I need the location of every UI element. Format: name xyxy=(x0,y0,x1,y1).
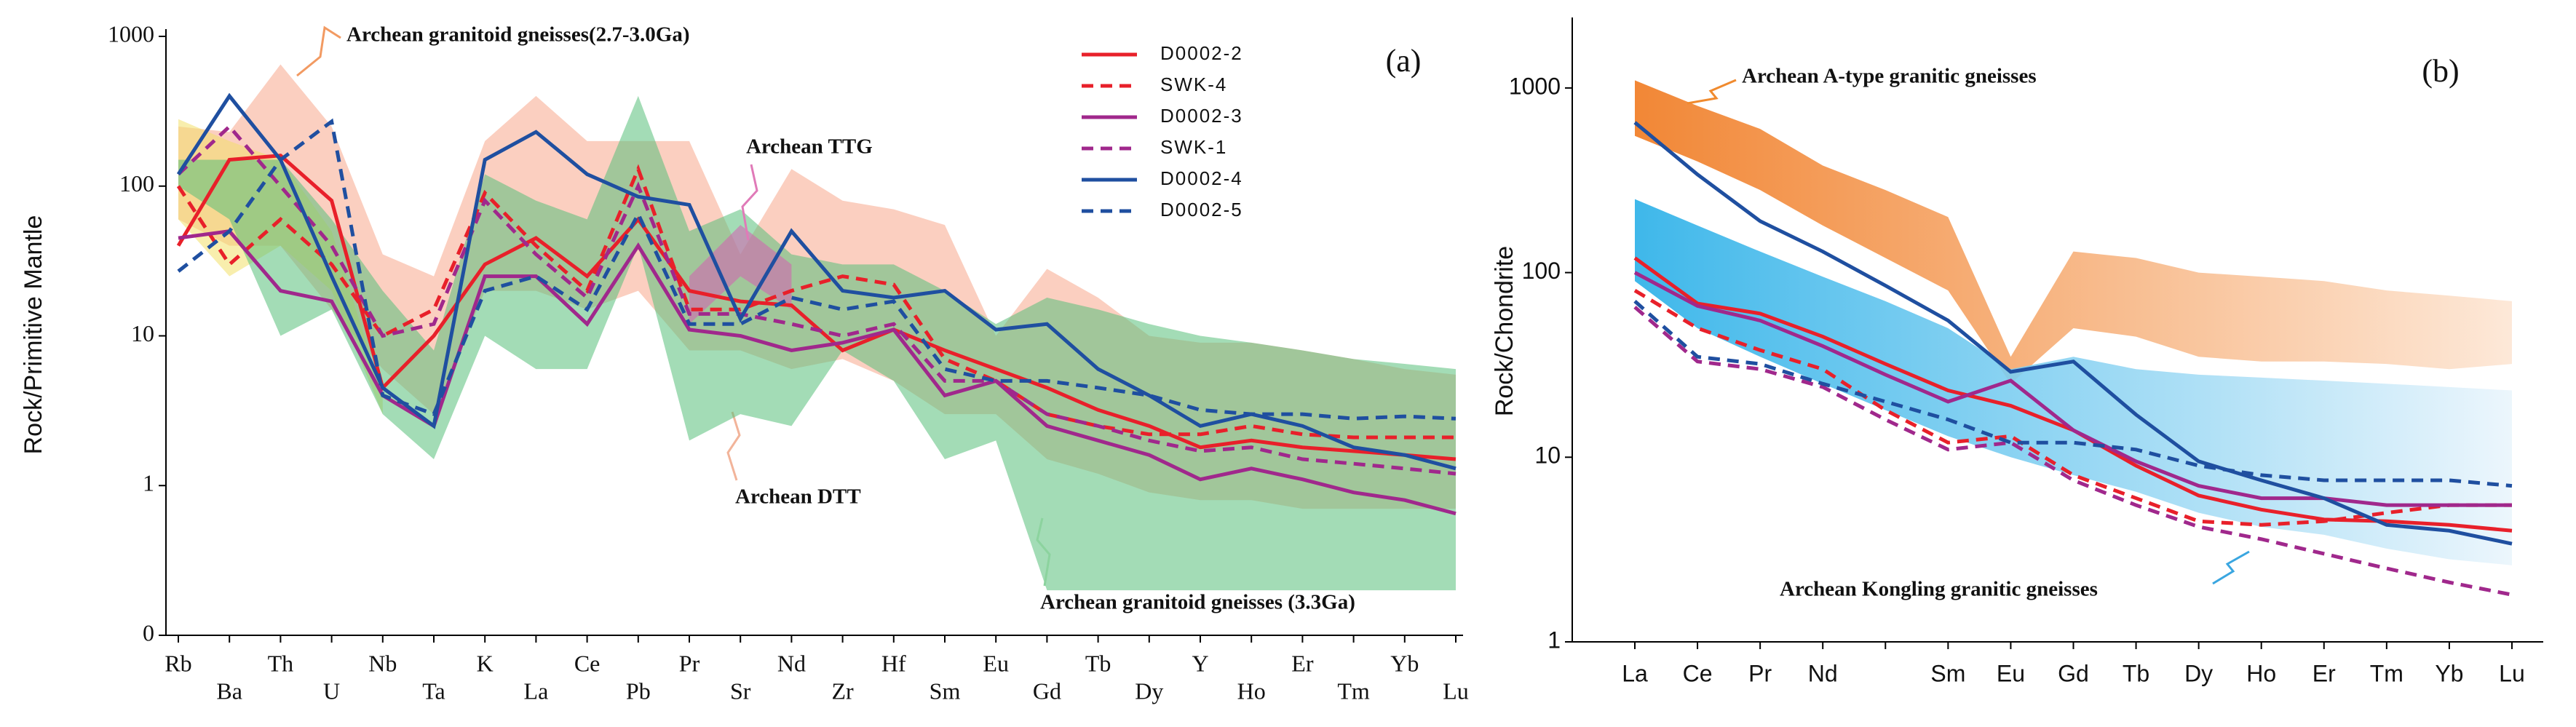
x-tick-label: U xyxy=(323,678,340,704)
x-tick-label: Yb xyxy=(1390,650,1419,676)
annotation-leader xyxy=(1687,79,1737,105)
series-line xyxy=(177,124,1457,476)
series-line xyxy=(176,92,1457,471)
x-tick-label: La xyxy=(1622,660,1648,686)
x-tick-label: Nd xyxy=(777,650,806,676)
annotation-leader xyxy=(296,25,341,77)
x-tick-label: Ta xyxy=(422,678,445,704)
legend-label: D0002-5 xyxy=(1160,199,1243,221)
y-tick-label: 100 xyxy=(119,170,154,196)
x-tick-label: Yb xyxy=(2435,660,2463,686)
annotation-leader xyxy=(726,411,741,481)
y-tick-label: 1000 xyxy=(108,20,154,47)
x-tick-label: Gd xyxy=(1033,678,1061,704)
panel-label: (b) xyxy=(2422,53,2459,89)
x-tick-label: Dy xyxy=(1135,678,1163,704)
legend-label: D0002-3 xyxy=(1160,105,1243,127)
x-tick-label: Er xyxy=(1291,650,1314,676)
x-tick-label: Nb xyxy=(368,650,397,676)
series-line xyxy=(1633,300,2513,488)
x-tick-label: Tb xyxy=(2123,660,2149,686)
x-tick-label: Lu xyxy=(2499,660,2525,686)
x-tick-label: Ce xyxy=(574,650,601,676)
x-tick-label: Ho xyxy=(2246,660,2276,686)
panel-label: (a) xyxy=(1386,43,1422,79)
series-line xyxy=(176,164,1456,440)
series-line xyxy=(178,229,1457,516)
y-axis-label: Rock/Chondrite xyxy=(1491,246,1518,416)
annotation-leader xyxy=(1036,517,1051,587)
series-line xyxy=(177,118,1457,421)
annotation-leader xyxy=(741,164,758,241)
x-tick-label: Nd xyxy=(1808,660,1838,686)
x-tick-label: Th xyxy=(268,650,294,676)
y-tick-label: 10 xyxy=(1534,442,1561,469)
x-tick-label: K xyxy=(477,650,494,676)
x-tick-label: La xyxy=(524,678,549,704)
y-tick-label: 1 xyxy=(1547,627,1561,653)
x-tick-label: Dy xyxy=(2184,660,2213,686)
x-tick-label: Sm xyxy=(930,678,961,704)
x-tick-label: Tb xyxy=(1085,650,1111,676)
x-tick-label: Pr xyxy=(1748,660,1772,686)
field-label: Archean granitoid gneisses (3.3Ga) xyxy=(1040,591,1355,614)
field-area xyxy=(178,95,1456,591)
x-tick-label: Er xyxy=(2313,660,2336,686)
field-label: Archean granitoid gneisses(2.7-3.0Ga) xyxy=(346,23,690,47)
field-label: Archean Kongling granitic gneisses xyxy=(1780,578,2098,601)
y-tick-label: 1000 xyxy=(1509,73,1561,99)
x-tick-label: Pb xyxy=(626,678,651,704)
x-tick-label: Lu xyxy=(1443,678,1469,704)
field-area xyxy=(1635,80,2512,384)
x-tick-label: Sr xyxy=(730,678,751,704)
field-label: Archean TTG xyxy=(746,135,873,159)
x-tick-label: Eu xyxy=(1997,660,2025,686)
legend-label: D0002-2 xyxy=(1160,42,1243,64)
x-tick-label: Eu xyxy=(983,650,1009,676)
legend-label: D0002-4 xyxy=(1160,167,1243,189)
x-tick-label: Y xyxy=(1192,650,1208,676)
x-tick-label: Ce xyxy=(1683,660,1713,686)
series-line xyxy=(1633,271,2512,507)
x-tick-label: Rb xyxy=(165,650,191,676)
field-label: Archean A-type granitic gneisses xyxy=(1742,65,2037,88)
x-tick-label: Tm xyxy=(2370,660,2403,686)
x-tick-label: Pr xyxy=(679,650,700,676)
y-axis-label: Rock/Primitive Mantle xyxy=(20,215,47,455)
legend-label: SWK-1 xyxy=(1160,136,1227,158)
x-tick-label: Zr xyxy=(831,678,854,704)
x-tick-label: Gd xyxy=(2058,660,2089,686)
annotation-leader xyxy=(2212,550,2250,585)
y-tick-label: 0 xyxy=(143,619,154,645)
field-label: Archean DTT xyxy=(735,485,861,509)
x-tick-label: Sm xyxy=(1930,660,1965,686)
y-tick-label: 1 xyxy=(143,470,154,496)
x-tick-label: Ho xyxy=(1237,678,1266,704)
x-tick-label: Ba xyxy=(216,678,242,704)
x-tick-label: Hf xyxy=(881,650,906,676)
y-tick-label: 10 xyxy=(131,320,154,346)
field-area xyxy=(689,225,792,325)
series-line xyxy=(1633,289,2512,527)
series-line xyxy=(1633,121,2513,546)
y-tick-label: 100 xyxy=(1522,258,1561,284)
x-tick-label: Tm xyxy=(1337,678,1370,704)
series-line xyxy=(176,154,1457,461)
field-area xyxy=(1635,199,2512,565)
legend-label: SWK-4 xyxy=(1160,74,1227,95)
